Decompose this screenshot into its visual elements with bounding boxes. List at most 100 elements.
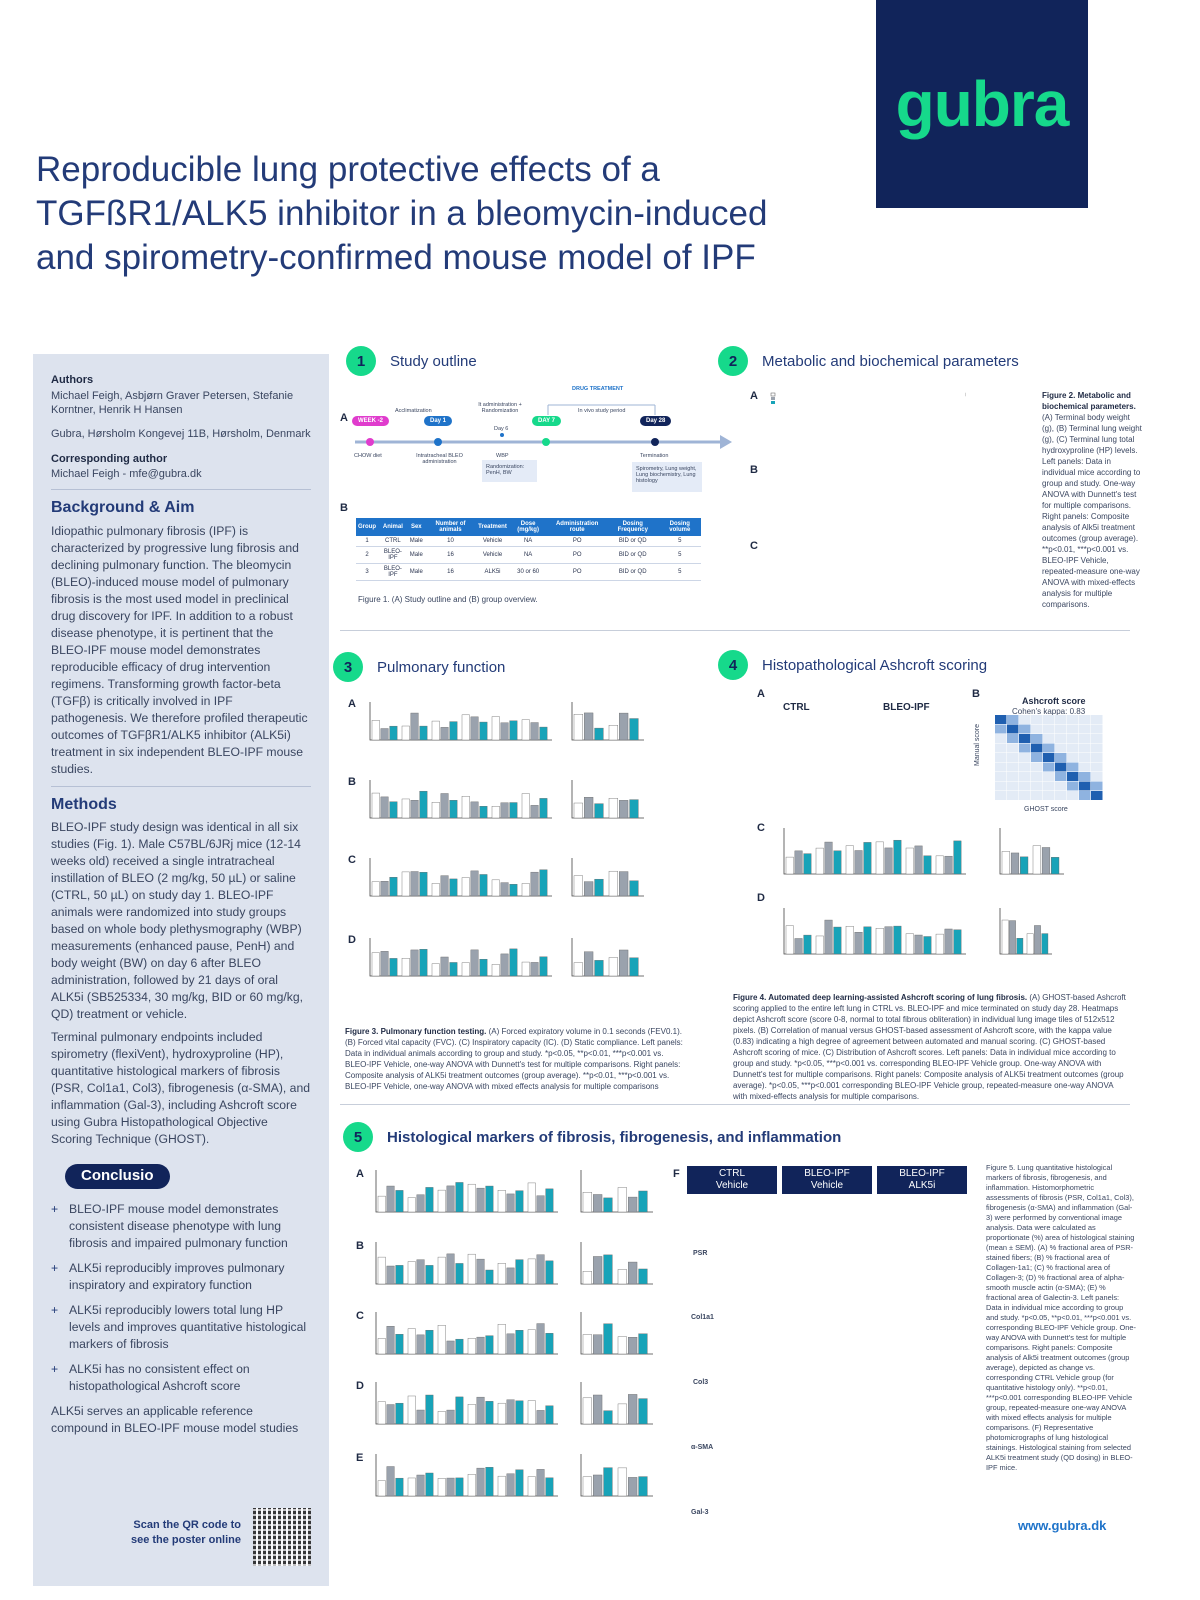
chart-bar	[628, 1477, 638, 1497]
chart-bar	[437, 1478, 446, 1497]
chart-bar	[485, 1335, 494, 1355]
chart-bar	[545, 1188, 554, 1213]
fig4-d-left-chart	[783, 908, 966, 955]
fig5-right-chart	[580, 1242, 653, 1285]
chart-bar	[584, 712, 594, 741]
chart-bar	[506, 1399, 515, 1425]
chart-bar	[628, 1337, 638, 1355]
chart-bar	[638, 1333, 648, 1355]
panel-letter: F	[673, 1168, 680, 1180]
heatmap-cell	[1079, 791, 1091, 800]
heatmap-cell	[1079, 724, 1091, 734]
chart-bar	[491, 964, 500, 977]
heatmap-cell	[1055, 724, 1067, 734]
heatmap-cell	[1007, 791, 1019, 800]
chart-bar	[1001, 851, 1010, 875]
heatmap-cell	[1067, 724, 1079, 734]
chart-bar	[467, 1404, 476, 1425]
chart-bar	[416, 1474, 425, 1497]
heatmap-cell	[1007, 724, 1019, 734]
chart-bar	[497, 1475, 506, 1497]
chart-bar	[485, 1269, 494, 1285]
chart-bar	[416, 1259, 425, 1285]
chart-bar	[446, 1477, 455, 1497]
ghost-score-label: GHOST score	[1024, 806, 1068, 813]
panel-letter: A	[750, 390, 758, 402]
heatmap-cell	[1007, 762, 1019, 772]
panel-letter: C	[750, 540, 758, 552]
chart-bar	[619, 800, 629, 819]
fig3-left-chart	[369, 938, 552, 977]
chart-bar	[536, 1469, 545, 1497]
fig5-right-chart	[580, 1312, 653, 1355]
chart-bar	[497, 1190, 506, 1213]
heatmap-cell	[1091, 715, 1103, 724]
heatmap-cell	[1091, 724, 1103, 734]
chart-bar	[377, 1401, 386, 1425]
chart-bar	[461, 877, 470, 897]
chart-bar	[1020, 856, 1029, 875]
chart-bar	[371, 720, 380, 741]
chart-bar	[545, 1405, 554, 1425]
section-title: Histopathological Ashcroft scoring	[762, 656, 988, 674]
hist-row-psr: PSR	[693, 1250, 708, 1257]
closing-text: ALK5i serves an applicable reference com…	[51, 1403, 299, 1435]
chart-bar	[431, 802, 440, 819]
chart-bar	[386, 1404, 395, 1425]
hist-row-col3: Col3	[693, 1379, 709, 1386]
heatmap-cell	[1031, 743, 1043, 753]
fig5-caption: Figure 5. Lung quantitative histological…	[986, 1163, 1136, 1472]
chart-bar	[619, 712, 629, 741]
conclusion-bullet: + ALK5i reproducibly improves pulmonary i…	[51, 1260, 285, 1292]
chart-bar	[628, 1261, 638, 1285]
heatmap-cell	[1091, 762, 1103, 772]
hist-row-asma: α-SMA	[691, 1444, 714, 1451]
fig3-right-chart	[571, 780, 644, 819]
hist-header-ctrl: CTRL Vehicle	[687, 1166, 777, 1194]
chart-bar	[803, 853, 812, 875]
table-header: Sex	[407, 518, 425, 536]
fig4-d-right-chart	[999, 908, 1052, 955]
chart-bar	[389, 877, 398, 897]
chart-bar	[1010, 852, 1020, 875]
chart-bar	[440, 875, 449, 897]
chart-bar	[485, 1401, 494, 1425]
heatmap-cell	[995, 791, 1007, 800]
study-timeline: DRUG TREATMENT Acclimatization It admini…	[350, 386, 735, 500]
qr-code[interactable]	[253, 1508, 311, 1566]
heatmap-cell	[1055, 743, 1067, 753]
fig3-left-chart	[369, 702, 552, 741]
chart-bar	[803, 934, 812, 955]
chart-bar	[638, 1398, 648, 1425]
heatmap-cell	[1031, 762, 1043, 772]
chart-bar	[431, 883, 440, 897]
divider	[340, 1104, 1130, 1105]
chart-bar	[401, 958, 410, 977]
chart-bar	[470, 716, 479, 741]
qr-area: Scan the QR code to see the poster onlin…	[51, 1508, 311, 1572]
chart-bar	[815, 935, 824, 955]
chart-bar	[905, 933, 914, 955]
website-link[interactable]: www.gubra.dk	[1018, 1518, 1107, 1533]
chart-bar	[527, 1258, 536, 1285]
heatmap-cell	[1055, 791, 1067, 800]
heatmap-cell	[1031, 772, 1043, 781]
chart-bar	[593, 1474, 603, 1497]
chart-bar	[407, 1197, 416, 1213]
chart-bar	[539, 726, 548, 741]
fig3-left-chart	[369, 858, 552, 897]
heatmap-cell	[1079, 781, 1091, 791]
section-number: 4	[718, 650, 748, 680]
section-5-header: 5 Histological markers of fibrosis, fibr…	[343, 1122, 841, 1152]
chart-bar	[485, 1185, 494, 1213]
chart-bar	[617, 1403, 627, 1425]
chart-bar	[573, 962, 583, 977]
chart-bar	[527, 1329, 536, 1355]
chart-bar	[449, 721, 458, 741]
chart-bar	[905, 847, 914, 875]
chart-bar	[527, 1400, 536, 1425]
chart-bar	[914, 845, 923, 875]
heatmap-cell	[1043, 734, 1055, 743]
chart-bar	[506, 1193, 515, 1213]
heatmap-cell	[995, 772, 1007, 781]
